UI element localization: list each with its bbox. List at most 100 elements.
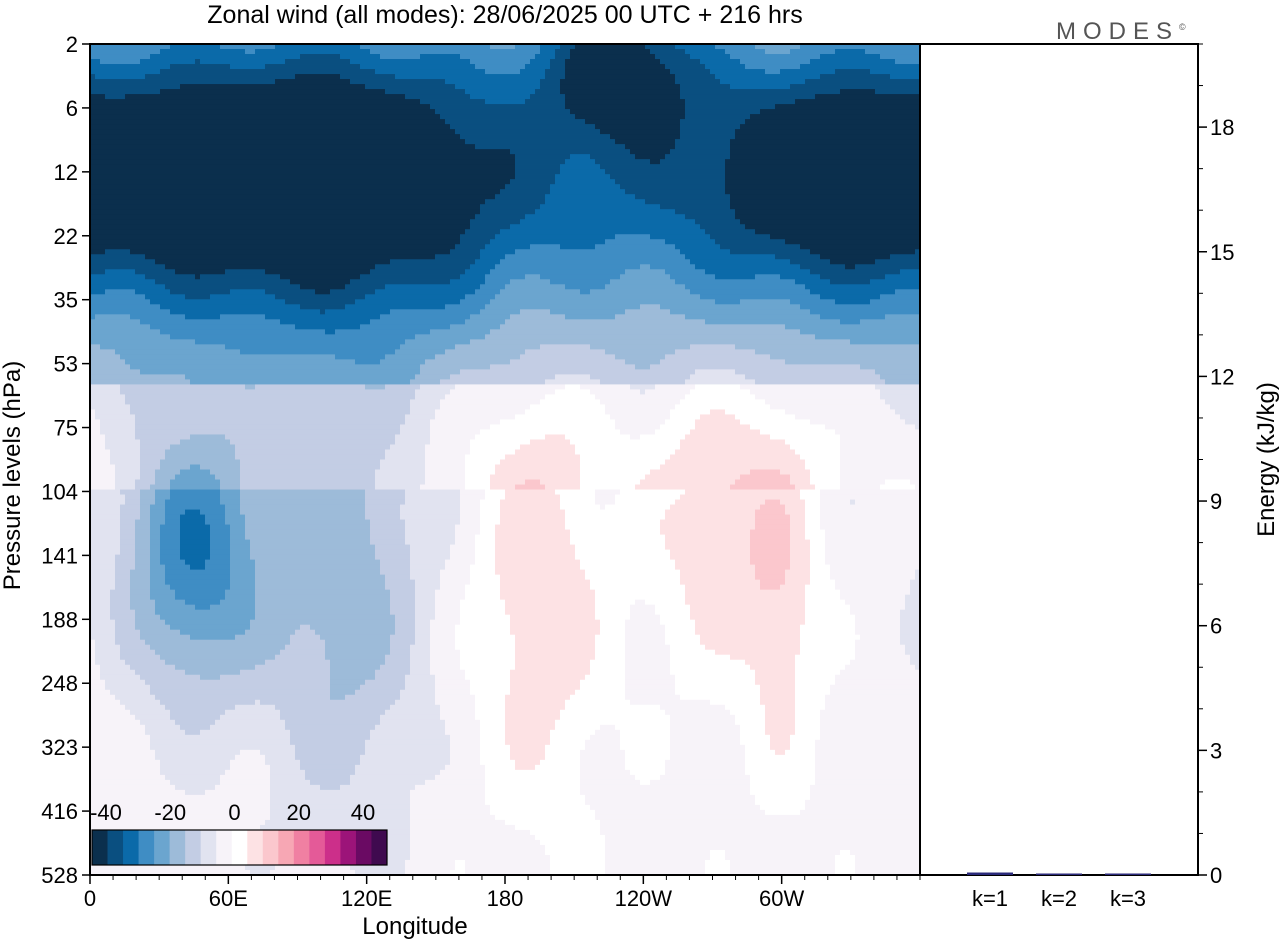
brand-text: MODES bbox=[1056, 18, 1179, 45]
heatmap-cell bbox=[140, 309, 146, 315]
heatmap-cell bbox=[185, 724, 191, 731]
heatmap-cell bbox=[145, 664, 151, 671]
heatmap-cell bbox=[105, 54, 111, 60]
heatmap-cell bbox=[125, 799, 131, 806]
heatmap-cell bbox=[130, 664, 136, 671]
heatmap-cell bbox=[125, 504, 131, 511]
heatmap-cell bbox=[160, 414, 166, 421]
heatmap-cell bbox=[100, 709, 106, 716]
heatmap-cell bbox=[135, 69, 141, 75]
heatmap-cell bbox=[145, 744, 151, 751]
heatmap-cell bbox=[155, 104, 161, 110]
heatmap-cell bbox=[115, 134, 121, 140]
heatmap-cell bbox=[220, 424, 226, 431]
heatmap-cell bbox=[100, 654, 106, 661]
heatmap-cell bbox=[215, 779, 221, 786]
heatmap-cell bbox=[100, 94, 106, 100]
heatmap-cell bbox=[205, 819, 211, 826]
heatmap-cell bbox=[175, 799, 181, 806]
heatmap-cell bbox=[120, 764, 126, 771]
heatmap-cell bbox=[205, 54, 211, 60]
heatmap-cell bbox=[95, 179, 101, 185]
heatmap-cell bbox=[110, 124, 116, 130]
heatmap-cell bbox=[115, 339, 121, 345]
heatmap-cell bbox=[180, 789, 186, 796]
heatmap-cell bbox=[90, 694, 96, 701]
heatmap-cell bbox=[135, 154, 141, 160]
heatmap-cell bbox=[155, 209, 161, 215]
heatmap-cell bbox=[215, 389, 221, 396]
heatmap-cell bbox=[105, 589, 111, 596]
heatmap-cell bbox=[150, 864, 156, 871]
heatmap-cell bbox=[180, 864, 186, 871]
heatmap-cell bbox=[235, 649, 241, 656]
heatmap-cell bbox=[140, 159, 146, 165]
heatmap-cell bbox=[150, 609, 156, 616]
heatmap-cell bbox=[155, 174, 161, 180]
heatmap-cell bbox=[165, 144, 171, 150]
heatmap-cell bbox=[130, 439, 136, 446]
heatmap-cell bbox=[115, 744, 121, 751]
heatmap-cell bbox=[95, 79, 101, 85]
heatmap-cell bbox=[185, 79, 191, 85]
heatmap-cell bbox=[135, 229, 141, 235]
heatmap-cell bbox=[200, 584, 206, 591]
heatmap-cell bbox=[235, 639, 241, 646]
heatmap-cell bbox=[190, 639, 196, 646]
heatmap-cell bbox=[100, 299, 106, 305]
heatmap-cell bbox=[155, 359, 161, 365]
heatmap-cell bbox=[235, 174, 241, 180]
heatmap-cell bbox=[110, 794, 116, 801]
heatmap-cell bbox=[145, 189, 151, 195]
heatmap-cell bbox=[145, 114, 151, 120]
heatmap-cell bbox=[90, 774, 96, 781]
heatmap-cell bbox=[220, 504, 226, 511]
heatmap-cell bbox=[135, 614, 141, 621]
heatmap-cell bbox=[105, 134, 111, 140]
heatmap-cell bbox=[120, 614, 126, 621]
heatmap-cell bbox=[90, 124, 96, 130]
heatmap-cell bbox=[170, 599, 176, 606]
heatmap-cell bbox=[185, 389, 191, 396]
heatmap-cell bbox=[175, 234, 181, 240]
heatmap-cell bbox=[205, 729, 211, 736]
heatmap-cell bbox=[110, 44, 116, 50]
heatmap-cell bbox=[140, 674, 146, 681]
heatmap-cell bbox=[130, 69, 136, 75]
heatmap-cell bbox=[100, 449, 106, 456]
heatmap-cell bbox=[190, 404, 196, 411]
heatmap-cell bbox=[215, 489, 221, 496]
heatmap-cell bbox=[145, 629, 151, 636]
heatmap-cell bbox=[145, 554, 151, 561]
heatmap-cell bbox=[230, 319, 236, 325]
heatmap-cell bbox=[190, 144, 196, 150]
heatmap-cell bbox=[100, 304, 106, 310]
heatmap-cell bbox=[105, 394, 111, 401]
heatmap-cell bbox=[130, 154, 136, 160]
heatmap-cell bbox=[200, 199, 206, 205]
heatmap-cell bbox=[210, 349, 216, 355]
heatmap-cell bbox=[230, 804, 236, 811]
heatmap-cell bbox=[90, 114, 96, 120]
heatmap-cell bbox=[110, 819, 116, 826]
heatmap-cell bbox=[195, 809, 201, 816]
heatmap-cell bbox=[185, 304, 191, 310]
heatmap-cell bbox=[125, 369, 131, 375]
heatmap-cell bbox=[190, 394, 196, 401]
heatmap-cell bbox=[220, 329, 226, 335]
heatmap-cell bbox=[240, 44, 246, 50]
heatmap-cell bbox=[235, 344, 241, 350]
heatmap-cell bbox=[170, 574, 176, 581]
heatmap-cell bbox=[150, 359, 156, 365]
heatmap-cell bbox=[160, 714, 166, 721]
heatmap-cell bbox=[165, 129, 171, 135]
heatmap-cell bbox=[160, 214, 166, 220]
heatmap-cell bbox=[215, 259, 221, 265]
heatmap-cell bbox=[200, 814, 206, 821]
heatmap-cell bbox=[220, 699, 226, 706]
heatmap-cell bbox=[110, 769, 116, 776]
heatmap-cell bbox=[130, 229, 136, 235]
heatmap-cell bbox=[190, 684, 196, 691]
heatmap-cell bbox=[130, 764, 136, 771]
heatmap-cell bbox=[185, 444, 191, 451]
